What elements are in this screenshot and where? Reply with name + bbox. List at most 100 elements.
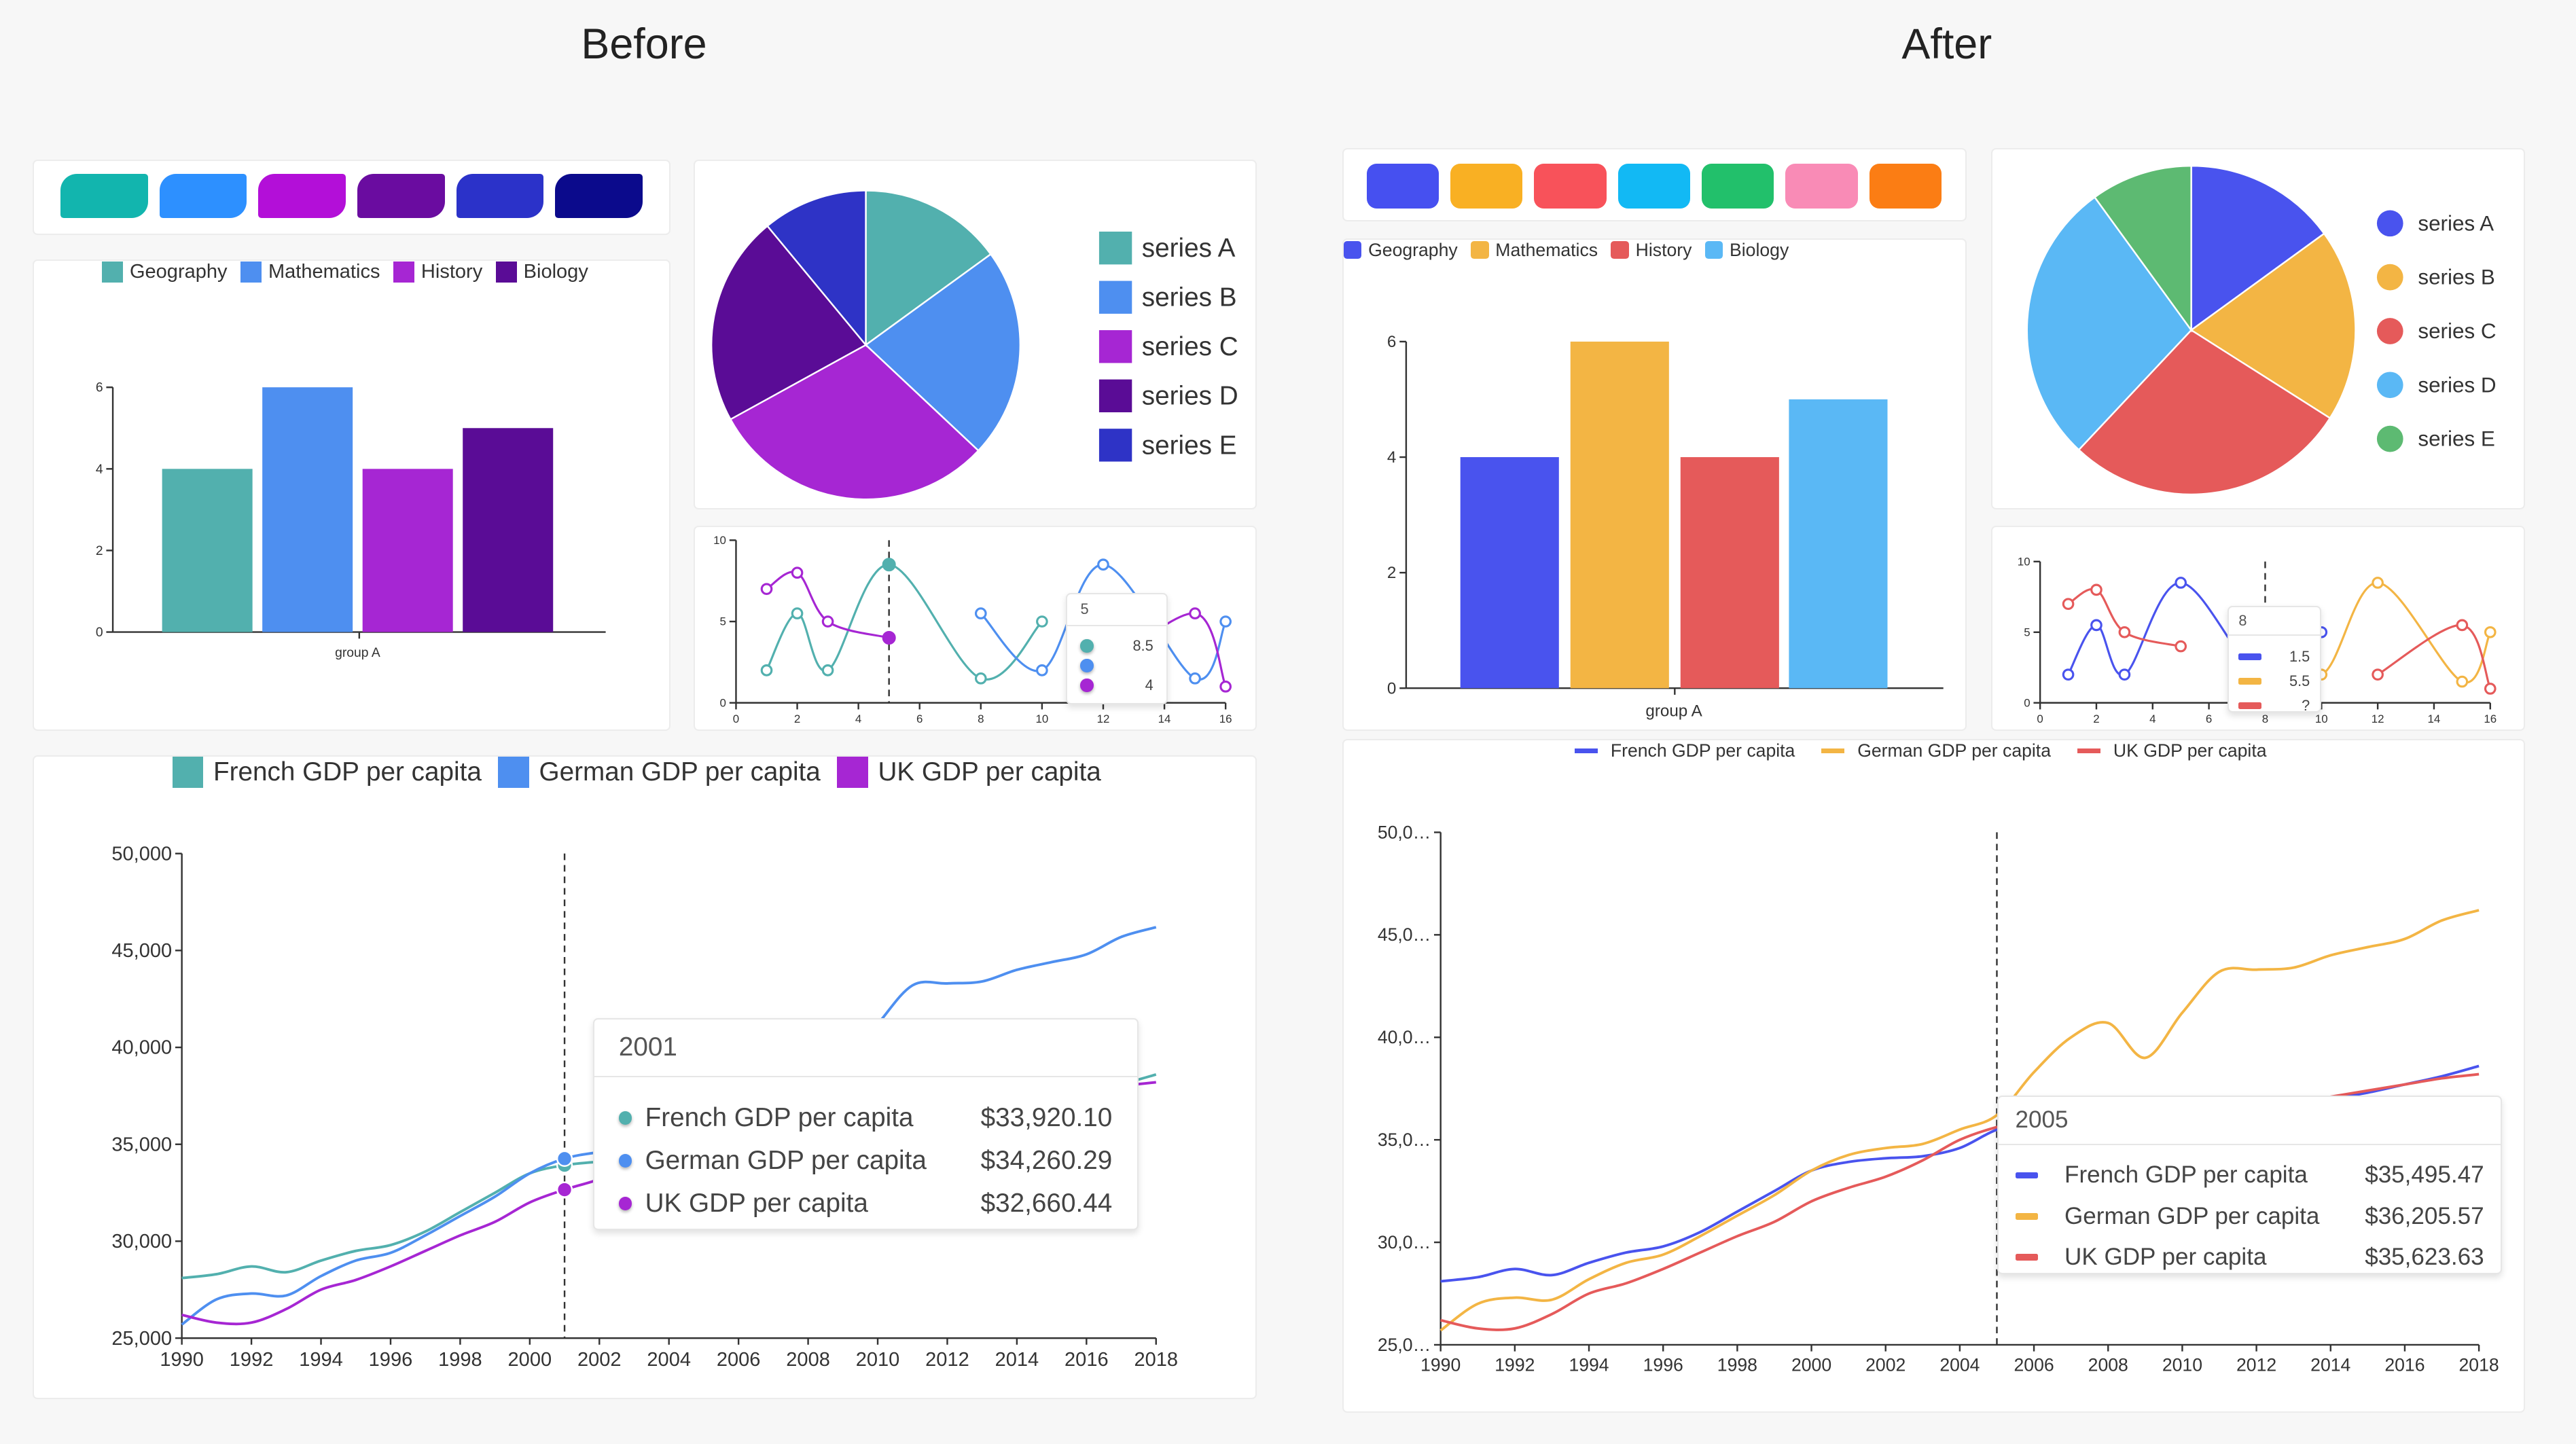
data-point[interactable] — [1035, 664, 1048, 676]
data-point[interactable] — [2118, 626, 2131, 638]
data-point[interactable] — [2062, 668, 2075, 681]
x-tick-label: 4 — [855, 712, 861, 725]
data-point[interactable] — [1188, 672, 1201, 685]
legend-item[interactable]: French GDP per capita — [1574, 740, 1795, 761]
series-line-0[interactable] — [765, 563, 1043, 681]
color-swatch[interactable] — [357, 173, 445, 219]
bar-biology[interactable] — [463, 428, 554, 632]
color-swatch[interactable] — [1450, 164, 1523, 209]
x-tick-label: 2000 — [508, 1350, 552, 1371]
data-point[interactable] — [2090, 619, 2103, 632]
color-swatch[interactable] — [1366, 164, 1439, 209]
data-point[interactable] — [1219, 615, 1232, 628]
pie-slice-series-B[interactable] — [864, 253, 1021, 452]
pie-slice-series-D[interactable] — [2026, 196, 2193, 451]
legend-label: Geography — [129, 261, 228, 283]
legend-item[interactable]: German GDP per capita — [1821, 740, 2051, 761]
data-point[interactable] — [2456, 619, 2469, 632]
x-tick-label: 16 — [2484, 712, 2497, 725]
bar-history[interactable] — [1680, 456, 1779, 688]
bar-geography[interactable] — [162, 469, 253, 632]
x-tick-label: 1992 — [1495, 1355, 1535, 1375]
data-point[interactable] — [2456, 675, 2469, 688]
data-point[interactable] — [974, 607, 987, 619]
color-swatch[interactable] — [1785, 164, 1858, 209]
color-swatch[interactable] — [1617, 164, 1691, 209]
legend-label: French GDP per capita — [213, 757, 482, 787]
data-point[interactable] — [821, 615, 834, 628]
color-swatch[interactable] — [1701, 164, 1774, 209]
series-line-1[interactable] — [1439, 909, 2480, 1332]
color-swatch[interactable] — [1534, 164, 1607, 209]
color-swatch[interactable] — [555, 173, 643, 219]
data-point[interactable] — [1219, 680, 1232, 693]
legend-item[interactable]: Mathematics — [240, 261, 380, 283]
series-line-2[interactable] — [2067, 588, 2181, 647]
pie-slice-series-C[interactable] — [729, 343, 980, 500]
tooltip-title: 5 — [1067, 594, 1167, 626]
legend-swatch — [2376, 372, 2403, 398]
data-point[interactable] — [2175, 577, 2187, 589]
data-point[interactable] — [760, 664, 772, 676]
x-tick-label: 16 — [1219, 712, 1232, 725]
tooltip-series — [1080, 679, 1107, 692]
legend-item[interactable]: UK GDP per capita — [837, 757, 1101, 789]
color-swatch[interactable] — [258, 173, 346, 219]
data-point[interactable] — [760, 583, 772, 595]
color-swatch[interactable] — [159, 173, 247, 219]
active-data-point[interactable] — [882, 558, 896, 572]
legend-item[interactable]: History — [1611, 240, 1692, 261]
pie-slice-series-C[interactable] — [2077, 329, 2331, 495]
data-point[interactable] — [2090, 583, 2103, 596]
legend-item[interactable]: Biology — [495, 261, 588, 283]
tooltip-row: French GDP per capita $33,920.10 — [618, 1097, 1112, 1140]
legend-item[interactable]: Geography — [1343, 240, 1458, 261]
data-point[interactable] — [1188, 607, 1201, 619]
tooltip-series — [1080, 639, 1107, 653]
bar-mathematics[interactable] — [262, 387, 353, 632]
color-swatch[interactable] — [456, 173, 544, 219]
data-point[interactable] — [821, 664, 834, 676]
legend-item[interactable]: History — [393, 261, 482, 283]
pie-slice-series-D[interactable] — [710, 224, 867, 420]
active-data-point[interactable] — [882, 630, 896, 645]
data-point[interactable] — [791, 566, 803, 579]
x-tick-label: 2016 — [2384, 1355, 2425, 1375]
y-tick-label: 10 — [713, 534, 726, 547]
pie-slice-series-A[interactable] — [2190, 164, 2326, 332]
color-swatches — [1344, 149, 1965, 223]
data-point[interactable] — [1035, 615, 1048, 628]
tooltip-row: ? — [2238, 693, 2310, 718]
data-point[interactable] — [2062, 598, 2075, 610]
data-point[interactable] — [2175, 640, 2187, 653]
color-swatch[interactable] — [60, 173, 148, 219]
data-point[interactable] — [2372, 668, 2384, 681]
data-point[interactable] — [974, 672, 987, 685]
data-point[interactable] — [2118, 668, 2131, 681]
legend-item[interactable]: French GDP per capita — [172, 757, 482, 789]
legend-item[interactable]: Biology — [1704, 240, 1789, 261]
series-line-2[interactable] — [766, 571, 889, 639]
x-tick-label: 2018 — [2458, 1355, 2499, 1375]
data-point[interactable] — [1096, 558, 1109, 571]
pie-slice-series-E[interactable] — [766, 189, 867, 347]
pie-slice-series-A[interactable] — [864, 189, 992, 346]
color-swatch[interactable] — [1869, 164, 1942, 209]
series-line-marker-icon — [2238, 678, 2262, 685]
legend-item[interactable]: Mathematics — [1471, 240, 1598, 261]
legend-item[interactable]: Geography — [101, 261, 228, 283]
legend-label: UK GDP per capita — [2113, 740, 2267, 761]
pie-slice-series-B[interactable] — [2189, 232, 2357, 419]
data-point[interactable] — [791, 607, 803, 619]
data-point[interactable] — [2372, 577, 2384, 589]
data-point[interactable] — [2484, 626, 2497, 638]
legend-item[interactable]: German GDP per capita — [498, 757, 821, 789]
pie-slice-series-E[interactable] — [2093, 164, 2192, 333]
legend-item[interactable]: UK GDP per capita — [2077, 740, 2267, 761]
bar-mathematics[interactable] — [1570, 341, 1669, 688]
bar-biology[interactable] — [1789, 399, 1888, 688]
legend-label: series C — [1141, 332, 1238, 361]
bar-history[interactable] — [363, 469, 454, 632]
bar-geography[interactable] — [1460, 456, 1559, 688]
data-point[interactable] — [2484, 683, 2497, 695]
